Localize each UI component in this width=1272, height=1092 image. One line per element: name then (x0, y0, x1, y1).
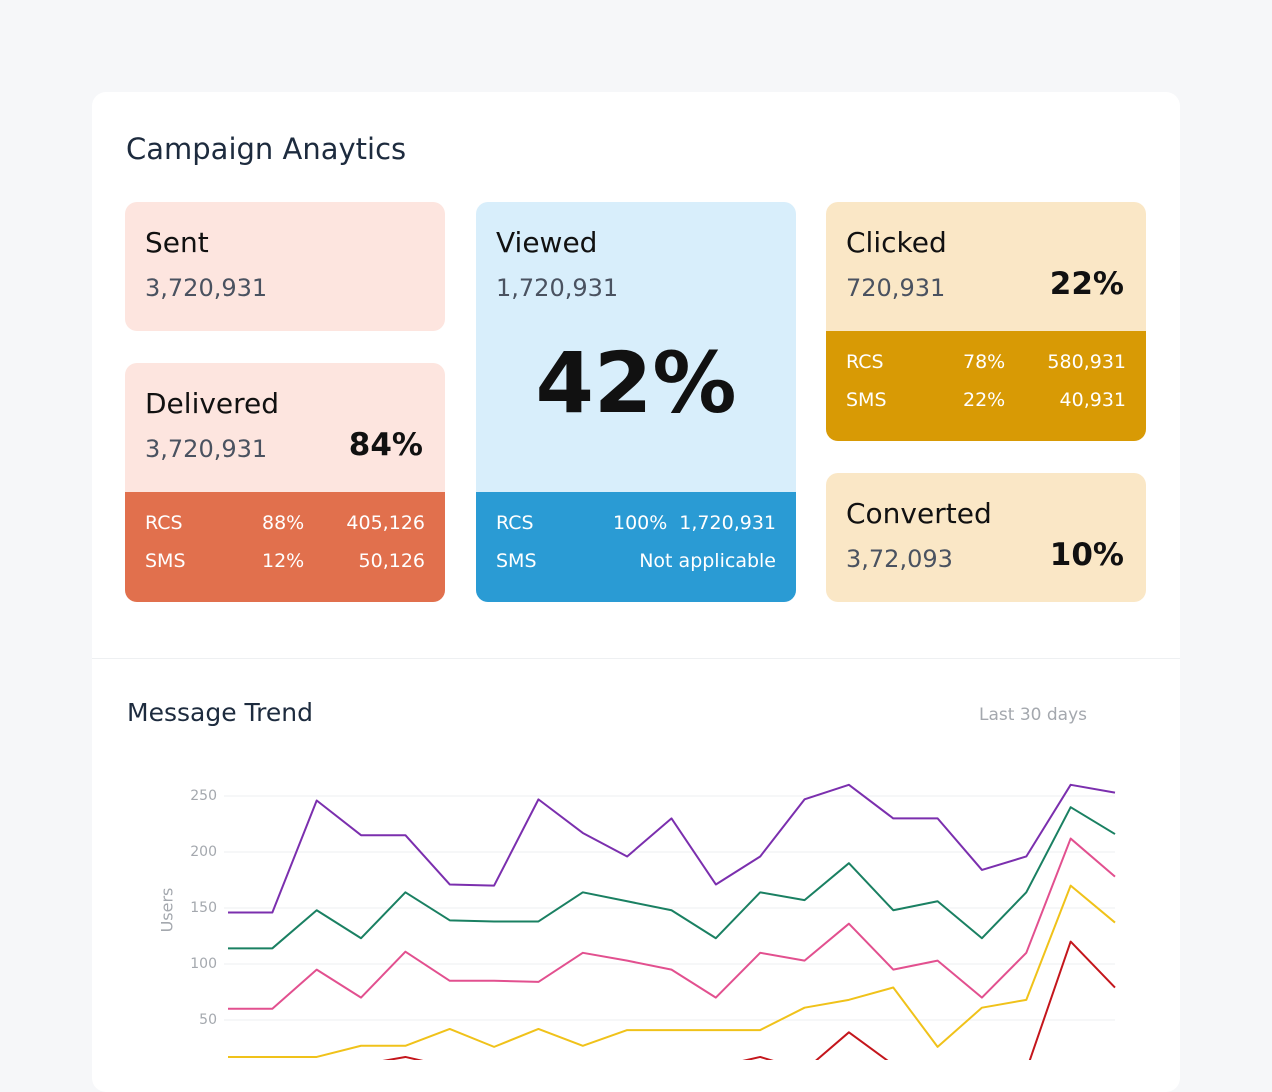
card: Sent 3,720,931 (125, 202, 445, 331)
y-axis-label: Users (158, 888, 177, 933)
breakdown: RCS 100% 1,720,931 SMS Not applicable (476, 492, 796, 602)
series-line (228, 783, 1116, 914)
row: RCS 78% 580,931 (826, 351, 1146, 381)
chart: Users 50 100 150 200 250 (158, 783, 1116, 1060)
channel: RCS (496, 512, 534, 534)
card-value: 3,720,931 (145, 274, 268, 302)
series-line (228, 884, 1116, 1058)
note: Not applicable (639, 550, 776, 572)
percent: 88% (262, 512, 305, 534)
channel: SMS (145, 550, 186, 572)
divider (92, 658, 1180, 659)
series-line (228, 837, 1116, 1010)
row: RCS 100% 1,720,931 (476, 512, 796, 542)
page: Campaign Anaytics Sent 3,720,931 Deliver… (92, 132, 1180, 1060)
percent: 22% (963, 389, 1006, 411)
card-percent: 22% (1049, 266, 1124, 302)
card: Clicked 720,931 22% RCS 78% 580,931 SMS 22%… (826, 202, 1146, 441)
y-tick-label: 100 (190, 956, 217, 972)
card: Delivered 3,720,931 84% RCS 88% 405,126 SM… (125, 363, 445, 602)
channel: RCS (145, 512, 183, 534)
breakdown: RCS 78% 580,931 SMS 22% 40,931 (826, 331, 1146, 441)
row: SMS 12% 50,126 (125, 550, 445, 580)
card-percent: 10% (1049, 537, 1124, 573)
series-line (382, 940, 1116, 1060)
channel: SMS (496, 550, 537, 572)
card-percent: 84% (348, 427, 423, 463)
card-title: Sent (145, 226, 209, 259)
card: Viewed 1,720,931 42% RCS 100% 1,720,931 SM… (476, 202, 796, 602)
row: RCS 88% 405,126 (125, 512, 445, 542)
card-value: 3,720,931 (145, 435, 268, 463)
section-title: Message Trend (127, 698, 313, 727)
breakdown: RCS 88% 405,126 SMS 12% 50,126 (125, 492, 445, 602)
series-line (228, 806, 1116, 950)
card: Converted 3,72,093 10% (826, 473, 1146, 602)
card-title: Delivered (145, 387, 280, 420)
count: 580,931 (1047, 351, 1126, 373)
card-value: 720,931 (846, 274, 946, 302)
range-selector[interactable]: Last 30 days (979, 705, 1087, 725)
percent: 78% (963, 351, 1006, 373)
row: SMS 22% 40,931 (826, 389, 1146, 419)
count: 1,720,931 (679, 512, 776, 534)
card-title: Clicked (846, 226, 947, 259)
y-tick-label: 200 (190, 844, 217, 860)
row: SMS Not applicable (476, 550, 796, 580)
y-tick-label: 50 (199, 1012, 217, 1028)
card-value: 3,72,093 (846, 545, 953, 573)
count: 50,126 (358, 550, 425, 572)
card-value: 1,720,931 (496, 274, 619, 302)
count: 40,931 (1059, 389, 1126, 411)
card-title: Viewed (496, 226, 598, 259)
big-percent: 42% (535, 334, 737, 432)
count: 405,126 (346, 512, 425, 534)
y-tick-label: 250 (190, 788, 217, 804)
channel: SMS (846, 389, 887, 411)
channel: RCS (846, 351, 884, 373)
card-title: Converted (846, 497, 992, 530)
y-tick-label: 150 (190, 900, 217, 916)
percent: 12% (262, 550, 305, 572)
page-title: Campaign Anaytics (126, 132, 407, 166)
